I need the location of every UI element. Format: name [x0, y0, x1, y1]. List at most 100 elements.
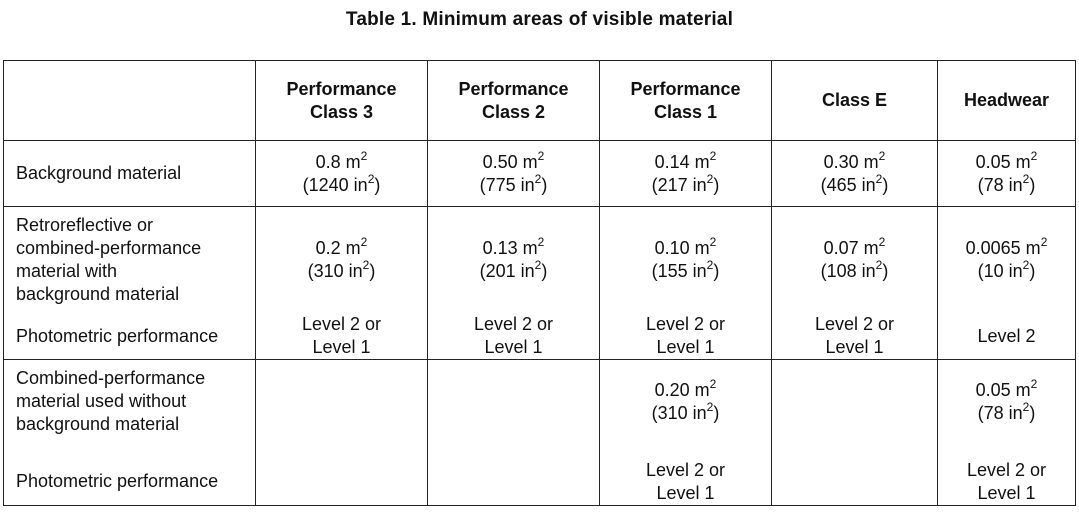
- value-imperial: (1240 in: [302, 174, 368, 195]
- table-row-background-material: Background material 0.8 m2 (1240 in2) 0.…: [3, 140, 1076, 207]
- header-line: Class E: [821, 90, 888, 110]
- superscript: 2: [706, 171, 714, 186]
- superscript: 2: [706, 400, 714, 414]
- superscript: 2: [360, 148, 368, 163]
- header-performance-class-2: Performance Class 2: [427, 60, 600, 141]
- superscript: 2: [709, 377, 717, 391]
- photometric-value: Level 2 or: [966, 460, 1047, 480]
- photometric-value: Level 2 or: [645, 314, 726, 334]
- photometric-performance-label: Photometric performance: [16, 326, 219, 346]
- value-imperial: (78 in: [977, 174, 1023, 195]
- photometric-value: Level 1: [977, 483, 1036, 503]
- value-cell: 0.05 m2 (78 in2): [937, 140, 1076, 207]
- value-metric: 0.20 m: [654, 380, 710, 400]
- paren: ): [882, 174, 889, 195]
- value-metric: 0.07 m: [823, 238, 879, 258]
- value-metric: 0.14 m: [654, 151, 710, 172]
- value-imperial: (108 in: [820, 261, 876, 281]
- row-label-line: material used without: [16, 391, 187, 411]
- table-title: Table 1. Minimum areas of visible materi…: [345, 9, 734, 30]
- value-metric: 0.10 m: [654, 238, 710, 258]
- superscript: 2: [709, 235, 717, 249]
- value-cell: 0.13 m2 (201 in2) Level 2 or Level 1: [427, 206, 600, 360]
- value-imperial: (155 in: [651, 261, 707, 281]
- photometric-value: Level 1: [825, 337, 884, 357]
- value-cell: 0.20 m2 (310 in2) Level 2 or Level 1: [599, 359, 772, 506]
- header-class-e: Class E: [771, 60, 938, 141]
- superscript: 2: [537, 148, 545, 163]
- empty-cell: [771, 359, 938, 506]
- value-imperial: (465 in: [820, 174, 876, 195]
- paren: ): [541, 261, 548, 281]
- row-label: Background material: [3, 140, 256, 207]
- paren: ): [374, 174, 381, 195]
- header-performance-class-1: Performance Class 1: [599, 60, 772, 141]
- value-metric: 0.8 m: [315, 151, 361, 172]
- table-row-retroreflective: Retroreflective or combined-performance …: [3, 206, 1076, 360]
- value-cell: 0.50 m2 (775 in2): [427, 140, 600, 207]
- superscript: 2: [706, 258, 714, 272]
- superscript: 2: [875, 171, 883, 186]
- value-metric: 0.0065 m: [965, 238, 1041, 258]
- paren: ): [713, 403, 720, 423]
- value-imperial: (217 in: [651, 174, 707, 195]
- header-row: Performance Class 3 Performance Class 2 …: [3, 60, 1076, 141]
- photometric-value: Level 2 or: [814, 314, 895, 334]
- superscript: 2: [534, 171, 542, 186]
- row-label-line: background material: [16, 414, 180, 434]
- value-cell: 0.14 m2 (217 in2): [599, 140, 772, 207]
- row-label: Retroreflective or combined-performance …: [3, 206, 256, 360]
- header-line: Class 1: [653, 101, 718, 122]
- paren: ): [1029, 174, 1036, 195]
- paren: ): [713, 261, 720, 281]
- paren: ): [369, 261, 376, 281]
- superscript: 2: [537, 235, 545, 249]
- photometric-value: Level 1: [484, 337, 543, 357]
- photometric-value: Level 1: [656, 337, 715, 357]
- value-metric: 0.50 m: [482, 151, 538, 172]
- value-metric: 0.05 m: [975, 151, 1031, 172]
- value-cell: 0.07 m2 (108 in2) Level 2 or Level 1: [771, 206, 938, 360]
- value-imperial: (201 in: [479, 261, 535, 281]
- photometric-value: Level 2 or: [645, 460, 726, 480]
- header-line: Class 2: [481, 101, 546, 122]
- visible-material-table: Performance Class 3 Performance Class 2 …: [3, 60, 1076, 506]
- value-cell: 0.2 m2 (310 in2) Level 2 or Level 1: [255, 206, 428, 360]
- value-imperial: (78 in: [977, 403, 1023, 423]
- empty-cell: [427, 359, 600, 506]
- value-metric: 0.30 m: [823, 151, 879, 172]
- value-cell: 0.0065 m2 (10 in2) Level 2: [937, 206, 1076, 360]
- superscript: 2: [360, 235, 368, 249]
- superscript: 2: [1030, 377, 1038, 391]
- superscript: 2: [1022, 258, 1030, 272]
- superscript: 2: [1040, 235, 1048, 249]
- paren: ): [1029, 261, 1036, 281]
- photometric-performance-label: Photometric performance: [16, 471, 219, 491]
- paren: ): [541, 174, 548, 195]
- photometric-value: Level 2 or: [301, 314, 382, 334]
- superscript: 2: [878, 235, 886, 249]
- superscript: 2: [1022, 171, 1030, 186]
- superscript: 2: [875, 258, 883, 272]
- row-label-line: material with: [16, 261, 118, 281]
- empty-cell: [255, 359, 428, 506]
- photometric-value: Level 1: [312, 337, 371, 357]
- superscript: 2: [709, 148, 717, 163]
- row-label: Combined-performance material used witho…: [3, 359, 256, 506]
- value-cell: 0.8 m2 (1240 in2): [255, 140, 428, 207]
- value-metric: 0.05 m: [975, 380, 1031, 400]
- superscript: 2: [1030, 148, 1038, 163]
- header-performance-class-3: Performance Class 3: [255, 60, 428, 141]
- header-headwear: Headwear: [937, 60, 1076, 141]
- value-metric: 0.13 m: [482, 238, 538, 258]
- header-line: Performance: [286, 78, 397, 99]
- value-imperial: (10 in: [977, 261, 1023, 281]
- header-line: Performance: [458, 78, 569, 99]
- value-imperial: (310 in: [651, 403, 707, 423]
- paren: ): [713, 174, 720, 195]
- value-metric: 0.2 m: [315, 238, 361, 258]
- photometric-value: Level 2 or: [473, 314, 554, 334]
- row-label-line: background material: [16, 284, 180, 304]
- value-cell: 0.05 m2 (78 in2) Level 2 or Level 1: [937, 359, 1076, 506]
- value-cell: 0.10 m2 (155 in2) Level 2 or Level 1: [599, 206, 772, 360]
